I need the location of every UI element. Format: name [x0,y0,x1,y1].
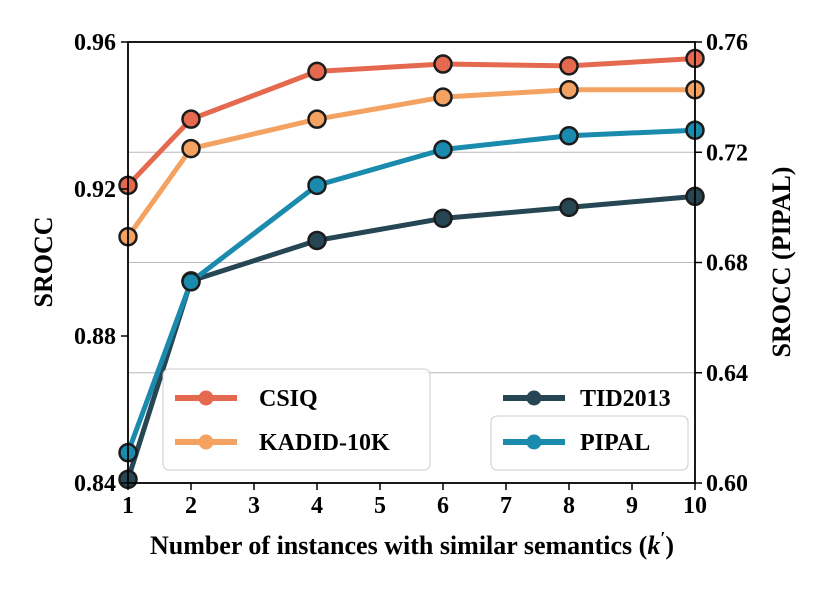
x-axis-title-main: Number of instances with similar semanti… [150,531,647,560]
legend-entry-csiq: CSIQ [175,386,318,412]
data-point-csiq-2 [307,61,327,82]
x-tick-label-5: 6 [437,493,449,519]
y-right-tick-label-0: 0.60 [706,471,748,497]
legend-label-kadid: KADID-10K [259,430,390,456]
data-point-kadid-10k-2 [307,109,327,129]
data-point-pipal-1 [181,272,201,292]
y-tick-label-2: 0.92 [74,177,116,203]
x-tick-label-6: 7 [500,493,512,519]
x-axis-title-prime: ′ [660,528,665,548]
series-csiq [118,48,705,196]
x-tick-label-1: 2 [185,493,197,519]
x-axis-title-symbol: k [647,531,660,560]
legend-marker-tid2013 [526,390,542,406]
data-point-pipal-4 [559,125,579,146]
x-tick-label-9: 10 [683,493,707,519]
y-tick-label-3: 0.96 [74,30,116,56]
series-line-pipal [125,127,698,456]
legend-marker-kadid [198,434,214,450]
y-right-tick-label-4: 0.76 [706,30,748,56]
data-point-tid2013-2 [307,230,327,251]
ticks: 1 2 3 4 5 6 7 8 9 10 0.84 0.88 0.92 0.96 0.60 0.64 0.68 0… [74,30,748,519]
data-point-pipal-2 [307,175,327,196]
legend-entry-pipal: PIPAL [503,430,650,456]
y-axis-right-title: SROCC (PIPAL) [767,167,796,358]
x-axis-title: Number of instances with similar semanti… [150,528,674,560]
data-point-tid2013-4 [559,197,579,218]
legend-marker-pipal [526,434,542,450]
x-tick-label-0: 1 [122,493,134,519]
data-point-pipal-3 [433,139,453,160]
data-point-kadid-10k-1 [181,138,201,159]
x-tick-label-3: 4 [311,493,323,519]
legend-entry-tid2013: TID2013 [503,386,671,412]
data-point-tid2013-3 [433,208,453,229]
series-line-csiq [125,56,698,188]
legend-label-csiq: CSIQ [259,386,318,412]
y-right-tick-label-1: 0.64 [706,361,748,387]
legend-box-right [490,415,689,471]
series-kadid-10k [118,80,705,247]
x-tick-label-2: 3 [248,493,260,519]
legend-entry-kadid: KADID-10K [175,430,390,456]
legend-marker-csiq [198,390,214,406]
y-axis-title: SROCC [29,216,58,307]
data-point-kadid-10k-3 [433,87,453,107]
x-tick-label-4: 5 [374,493,386,519]
legend-label-pipal: PIPAL [580,430,650,456]
x-tick-label-7: 8 [563,493,575,519]
y-tick-label-0: 0.84 [74,471,116,497]
y-right-tick-label-2: 0.68 [706,251,748,277]
data-point-csiq-1 [181,109,201,129]
legend-label-tid2013: TID2013 [580,386,671,412]
series-line-kadid-10k [125,87,698,240]
x-axis-title-close: ) [665,531,674,560]
y-right-tick-label-3: 0.72 [706,140,748,166]
data-point-csiq-4 [559,56,579,76]
x-tick-label-8: 9 [626,493,638,519]
legend: CSIQ KADID-10K TID2013 PIPAL [162,368,689,471]
y-tick-label-1: 0.88 [74,324,116,350]
data-point-kadid-10k-4 [559,80,579,100]
data-point-csiq-3 [433,54,453,74]
